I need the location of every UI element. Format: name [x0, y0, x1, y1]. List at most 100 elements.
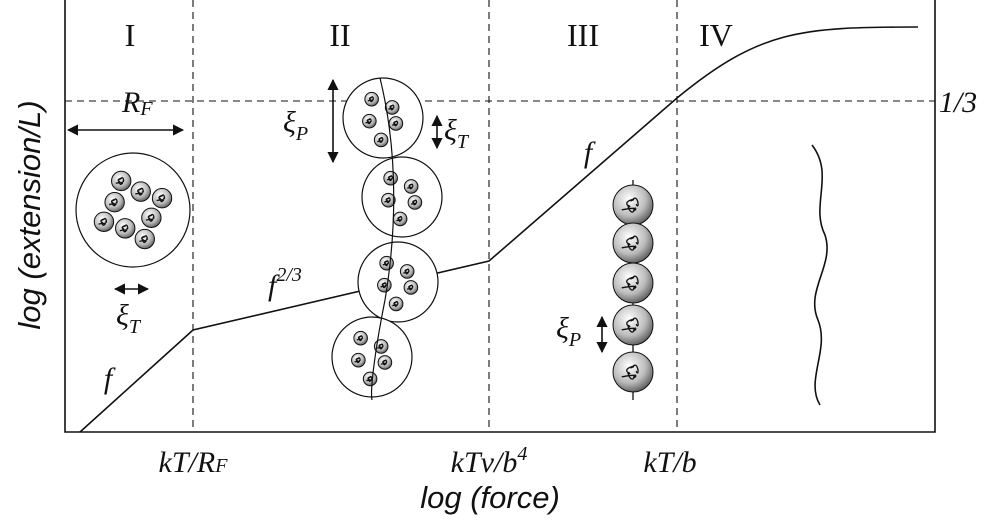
chain-squiggle	[382, 260, 390, 267]
label-sup: 2/3	[276, 264, 302, 286]
region-label: IV	[699, 17, 733, 53]
chain-squiggle	[115, 177, 125, 186]
chain-squiggle	[98, 217, 108, 226]
chain-squiggle	[380, 359, 388, 366]
thermal-blob	[134, 228, 155, 250]
thermal-blob	[612, 222, 654, 264]
label-text: kT/R	[159, 446, 216, 479]
region-label: III	[567, 17, 599, 53]
thermal-blob	[353, 330, 368, 346]
chain-squiggle	[410, 199, 418, 206]
force-extension-curve	[79, 26, 919, 433]
chain-squiggle	[354, 357, 361, 364]
chain-squiggle	[119, 224, 129, 233]
plateau-label: 1/3	[939, 86, 977, 119]
thermal-blob	[362, 371, 378, 387]
thermal-blob	[377, 355, 393, 370]
thermal-blob	[612, 351, 654, 393]
thermal-blob	[111, 170, 132, 192]
scaling-label: f	[584, 136, 596, 169]
boundary-label: kT/b	[643, 446, 696, 479]
chain-squiggle	[621, 197, 639, 213]
label-text: ξ	[116, 299, 129, 332]
thermal-blob	[141, 207, 162, 228]
thermal-blob	[351, 352, 366, 368]
chain-squiggle	[621, 235, 639, 251]
chain-squiggle	[380, 282, 387, 289]
thermal-blob	[384, 100, 400, 115]
thermal-blob	[388, 116, 404, 131]
chain-squiggle	[365, 118, 372, 125]
label-sub: P	[295, 123, 308, 145]
label-text: ξ	[444, 114, 457, 147]
thermal-blob	[612, 184, 654, 226]
chain-squiggle	[139, 235, 148, 244]
chain-squiggle	[621, 317, 639, 333]
annotation: ξP	[556, 312, 581, 351]
chain-squiggle	[406, 284, 414, 291]
label-text: ξ	[556, 312, 569, 345]
chain-squiggle	[367, 96, 375, 103]
chain-squiggle	[403, 268, 410, 275]
chain-squiggle	[156, 194, 166, 203]
chain-squiggle	[384, 197, 391, 204]
chain-squiggle	[396, 216, 403, 222]
chain-squiggle	[377, 137, 384, 143]
chain-squiggle	[135, 187, 144, 196]
chain-squiggle	[145, 213, 155, 222]
boundary-label: kTν/b4	[451, 443, 528, 479]
chain-squiggle	[621, 364, 639, 380]
thermal-blob	[612, 262, 654, 304]
thermal-blob	[104, 192, 125, 213]
thermal-blob	[362, 113, 377, 129]
annotation: ξP	[283, 106, 308, 145]
region-label: I	[125, 17, 136, 53]
region-label: II	[329, 17, 350, 53]
label-text: R	[121, 86, 140, 119]
thermal-blob	[130, 181, 151, 202]
thermal-blob	[151, 188, 173, 209]
pincus-blob	[361, 156, 443, 238]
chain-squiggle	[392, 301, 399, 307]
pincus-blob	[357, 241, 439, 323]
label-sub: T	[457, 131, 470, 153]
thermal-blob	[93, 211, 115, 232]
pincus-blob	[75, 152, 191, 268]
thermal-blob	[377, 277, 392, 293]
y-axis-title: log (extension/L)	[12, 100, 47, 329]
boundary-label: kT/RF	[159, 446, 229, 479]
chain-squiggle	[109, 198, 118, 207]
frame	[64, 0, 936, 433]
thermal-blob	[379, 255, 394, 271]
chain-squiggle	[388, 104, 395, 111]
scaling-label: f2/3	[268, 264, 302, 302]
thermal-blob	[388, 296, 404, 312]
annotation: ξT	[116, 299, 142, 338]
thermal-blob	[364, 91, 379, 107]
x-axis-title: log (force)	[420, 480, 560, 515]
thermal-blob	[403, 280, 419, 295]
pincus-blob	[342, 77, 424, 159]
thermal-blob	[381, 192, 396, 208]
annotation: ξT	[444, 114, 470, 153]
blobs	[75, 77, 654, 401]
thermal-blob	[407, 195, 423, 210]
scaling-label: f	[104, 362, 116, 395]
thermal-blob	[115, 218, 136, 239]
label-text: ξ	[283, 106, 296, 139]
chain-squiggle	[407, 183, 414, 190]
thermal-blob	[383, 170, 398, 186]
label-sub: P	[568, 329, 581, 351]
thermal-blob	[403, 179, 419, 194]
thermal-blob	[612, 304, 654, 346]
label-sub: T	[129, 316, 142, 338]
chain-backbone	[370, 77, 395, 401]
label-text: kTν/b	[451, 446, 518, 479]
thermal-blob	[373, 132, 389, 148]
thermal-blob	[392, 211, 408, 227]
chain-squiggle	[377, 343, 384, 350]
chain-squiggle	[391, 120, 399, 127]
label-sup: 4	[517, 443, 527, 465]
chain-squiggle	[356, 335, 364, 342]
